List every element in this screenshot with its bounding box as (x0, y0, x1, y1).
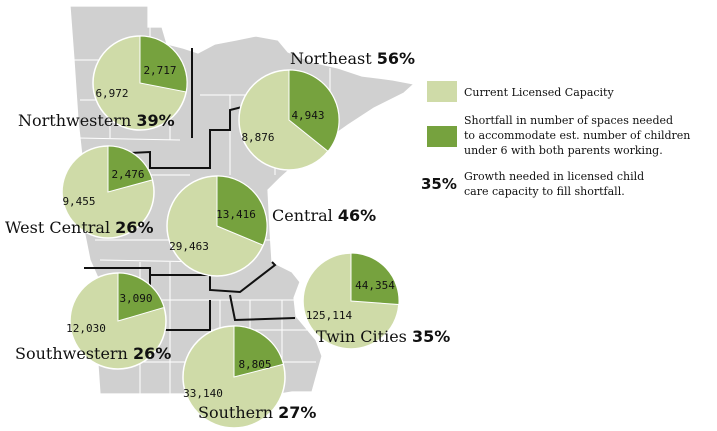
pie-southwestern: 12,030 3,090 Southwestern 26% (15, 272, 171, 370)
value-label-shortfall-southwestern: 3,090 (119, 292, 152, 305)
region-name-southern: Southern (198, 403, 278, 422)
legend-label-shortfall-line-1: Shortfall in number of spaces needed (464, 114, 673, 127)
pie-central: 29,463 13,416 Central 46% (166, 175, 376, 277)
value-label-capacity-southwestern: 12,030 (66, 322, 106, 335)
pie-slice-shortfall-west-central (107, 145, 153, 193)
pie-slice-shortfall-northwestern (139, 35, 188, 93)
region-label-central: Central 46% (272, 206, 376, 225)
region-label-southern: Southern 27% (198, 403, 316, 422)
region-name-northeast: Northeast (290, 49, 377, 68)
region-label-west-central: West Central 26% (5, 218, 153, 237)
region-name-central: Central (272, 206, 338, 225)
region-name-twin-cities: Twin Cities (316, 327, 412, 346)
pie-northeast: 8,876 4,943 Northeast 56% (238, 49, 415, 171)
pie-slice-shortfall-central (216, 175, 268, 246)
region-pct-twin-cities: 35% (412, 327, 450, 346)
region-label-northwestern: Northwestern 39% (18, 111, 175, 130)
legend-growth-pct: 35% (421, 175, 457, 193)
region-label-twin-cities: Twin Cities 35% (316, 327, 450, 346)
region-pct-southwestern: 26% (133, 344, 171, 363)
region-name-west-central: West Central (5, 218, 115, 237)
region-pct-central: 46% (338, 206, 376, 225)
legend-growth-line-1: Growth needed in licensed child (464, 170, 644, 183)
region-borders (84, 48, 296, 331)
region-pct-northeast: 56% (377, 49, 415, 68)
region-pct-west-central: 26% (115, 218, 153, 237)
value-label-shortfall-central: 13,416 (216, 208, 256, 221)
legend: Current Licensed Capacity Shortfall in n… (421, 81, 690, 198)
pie-twin-cities: 125,114 44,354 Twin Cities 35% (302, 252, 450, 350)
legend-swatch-capacity (427, 81, 457, 102)
pie-slice-shortfall-northeast (288, 69, 340, 153)
region-label-southwestern: Southwestern 26% (15, 344, 171, 363)
legend-swatch-shortfall (427, 126, 457, 147)
value-label-shortfall-northeast: 4,943 (291, 109, 324, 122)
pie-northwestern: 6,972 2,717 Northwestern 39% (18, 35, 188, 131)
pie-slice-shortfall-twin-cities (350, 252, 400, 306)
value-label-capacity-northeast: 8,876 (241, 131, 274, 144)
value-label-capacity-twin-cities: 125,114 (306, 309, 353, 322)
value-label-capacity-west-central: 9,455 (62, 195, 95, 208)
value-label-capacity-northwestern: 6,972 (95, 87, 128, 100)
legend-label-capacity: Current Licensed Capacity (464, 86, 614, 99)
pie-west-central: 9,455 2,476 West Central 26% (5, 145, 155, 239)
region-pct-southern: 27% (278, 403, 316, 422)
region-pct-northwestern: 39% (136, 111, 174, 130)
legend-label-shortfall-line-3: under 6 with both parents working. (464, 144, 663, 157)
value-label-capacity-central: 29,463 (169, 240, 209, 253)
value-label-shortfall-northwestern: 2,717 (143, 64, 176, 77)
value-label-shortfall-twin-cities: 44,354 (355, 279, 395, 292)
pie-slice-shortfall-southwestern (117, 272, 165, 322)
legend-label-shortfall-line-2: to accommodate est. number of children (464, 129, 690, 142)
region-name-southwestern: Southwestern (15, 344, 133, 363)
pie-slice-shortfall-southern (233, 325, 284, 378)
pie-charts: 6,972 2,717 Northwestern 39% 8,876 4,943 Nort… (5, 35, 450, 429)
value-label-capacity-southern: 33,140 (183, 387, 223, 400)
region-label-northeast: Northeast 56% (290, 49, 415, 68)
legend-growth-line-2: care capacity to fill shortfall. (464, 185, 625, 198)
value-label-shortfall-west-central: 2,476 (111, 168, 144, 181)
region-name-northwestern: Northwestern (18, 111, 136, 130)
pie-southern: 33,140 8,805 Southern 27% (182, 325, 316, 429)
value-label-shortfall-southern: 8,805 (238, 358, 271, 371)
